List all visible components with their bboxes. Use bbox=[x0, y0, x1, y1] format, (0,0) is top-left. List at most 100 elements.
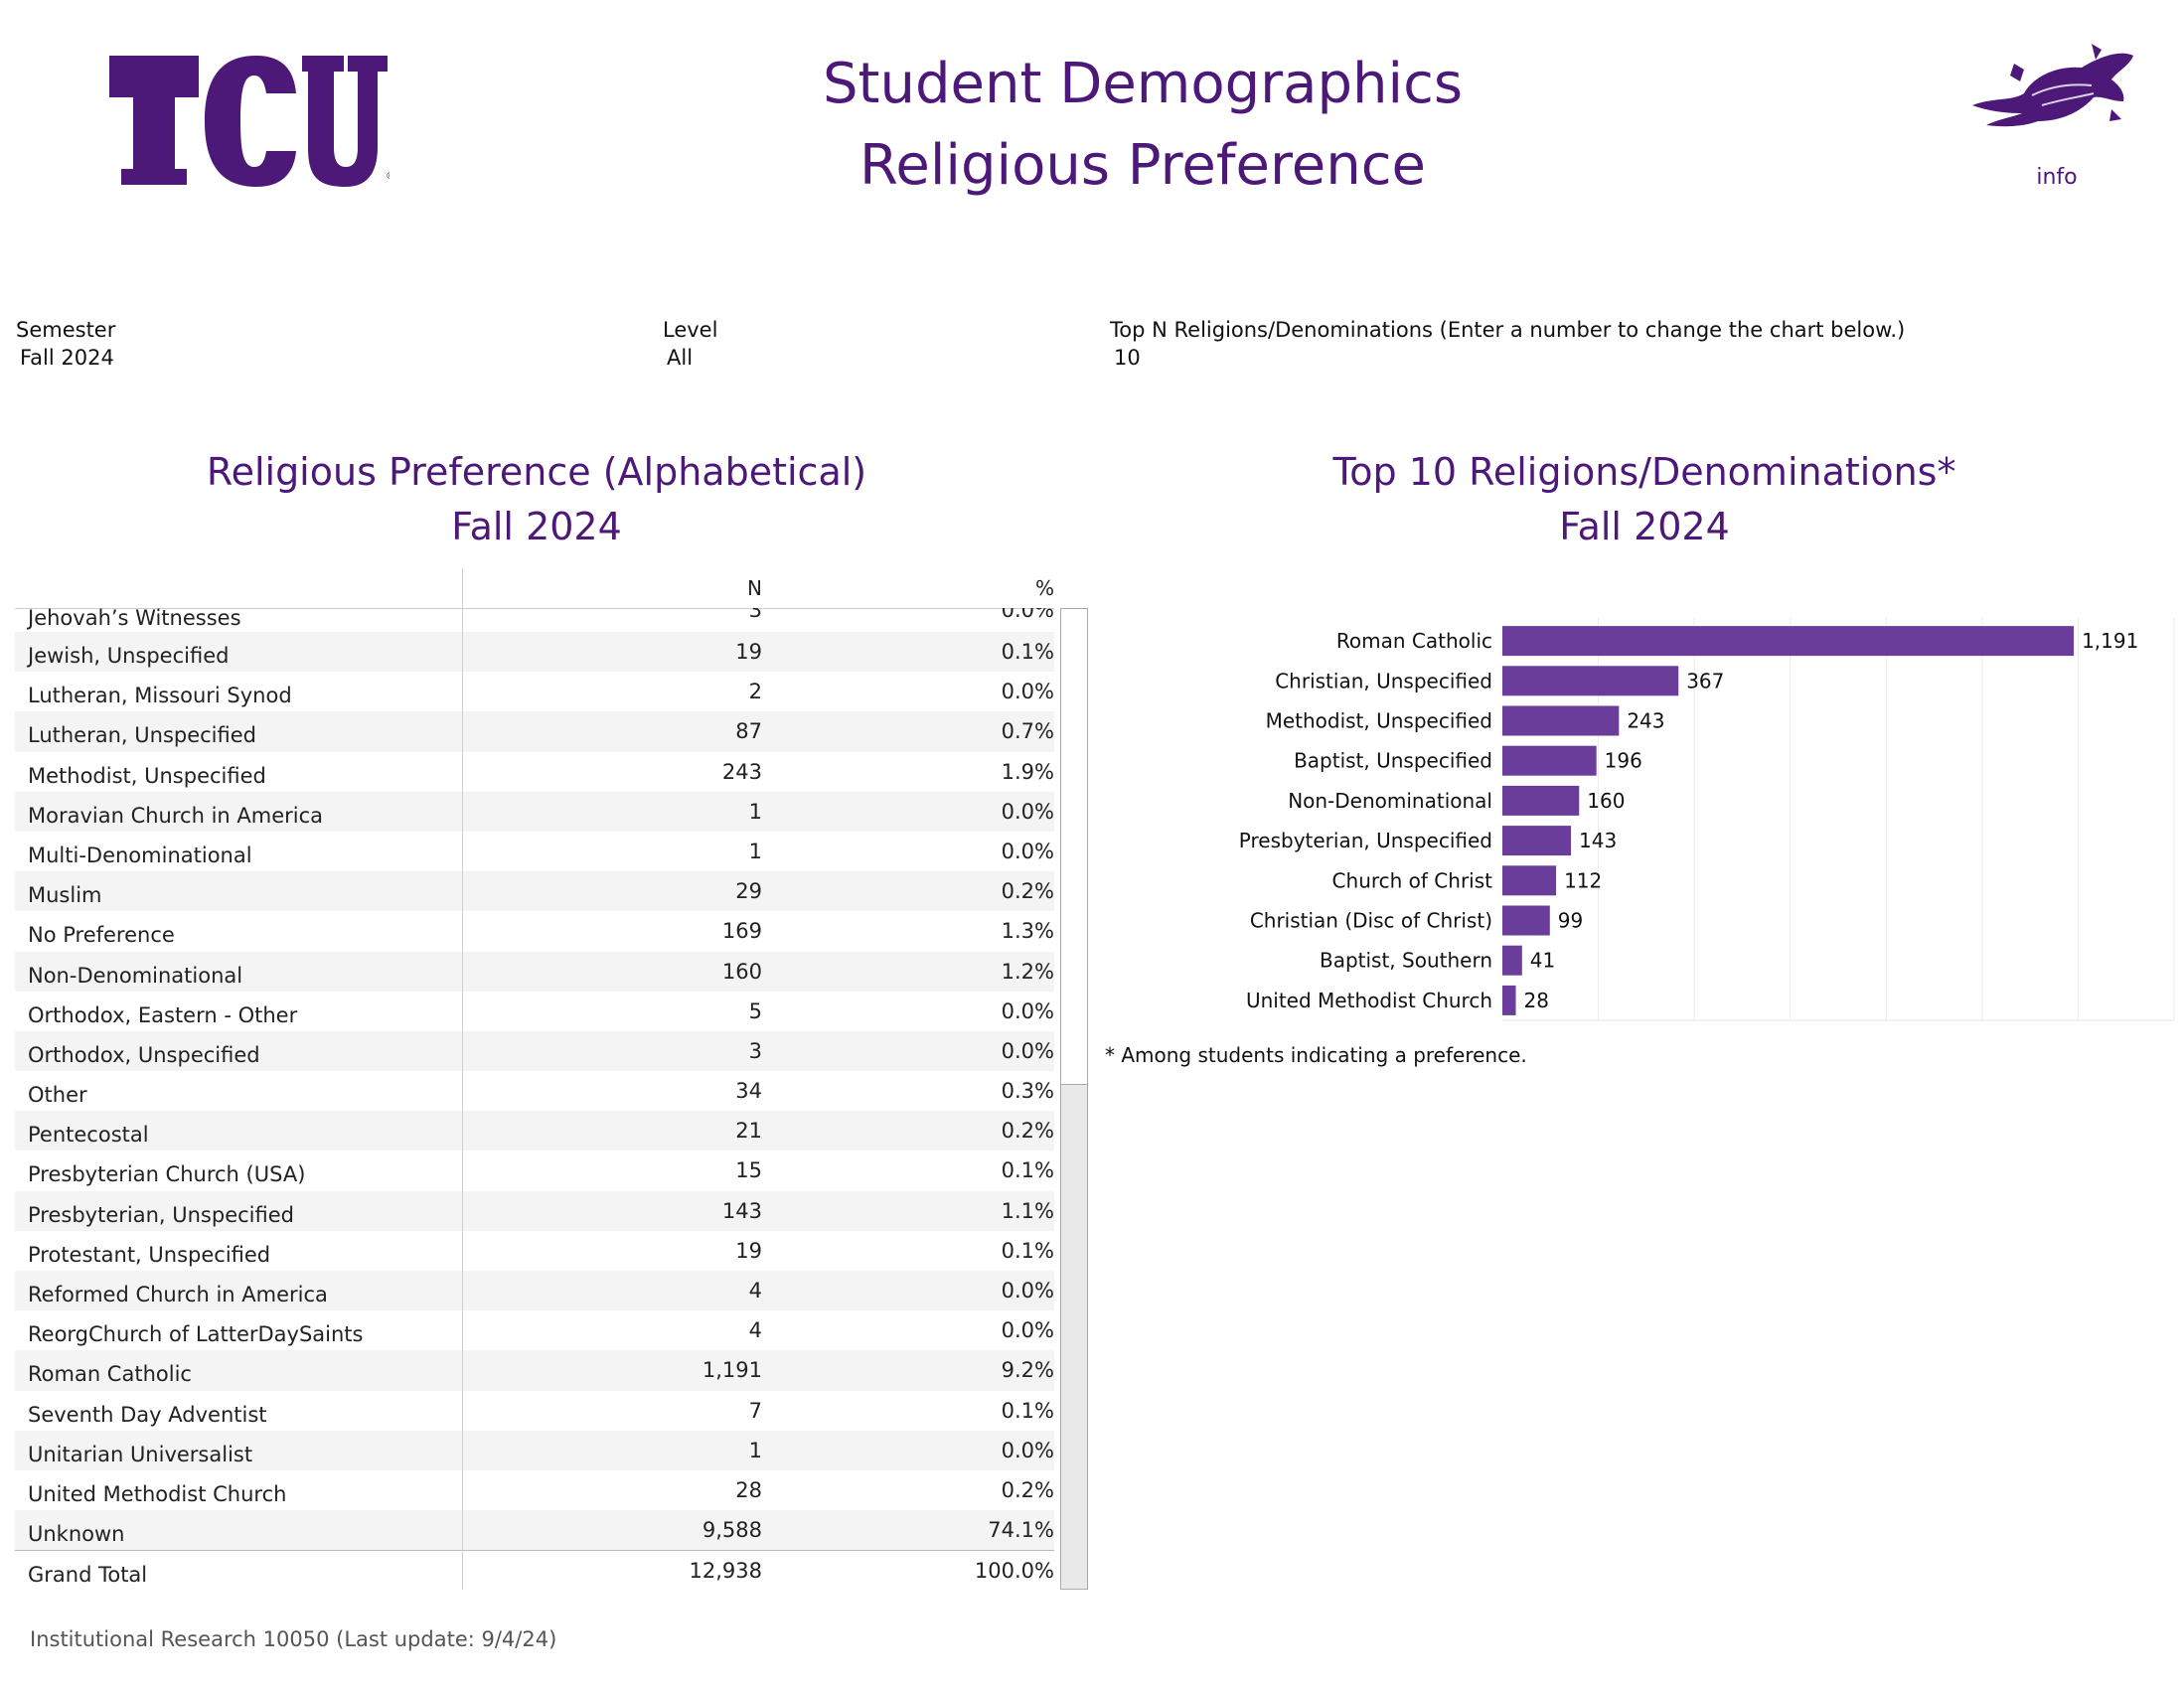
table-row[interactable]: Multi-Denominational 1 0.0% bbox=[15, 832, 1054, 871]
table-row[interactable]: Roman Catholic 1,191 9.2% bbox=[15, 1350, 1054, 1391]
footer-credit: Institutional Research 10050 (Last updat… bbox=[30, 1627, 557, 1651]
row-count: 21 bbox=[735, 1119, 762, 1144]
table-row[interactable]: Muslim 29 0.2% bbox=[15, 871, 1054, 912]
row-percent: 9.2% bbox=[1001, 1358, 1054, 1383]
grand-total-row[interactable]: Grand Total 12,938 100.0% bbox=[15, 1550, 1054, 1590]
table-row[interactable]: United Methodist Church 28 0.2% bbox=[15, 1470, 1054, 1510]
chart-value-label: 1,191 bbox=[2082, 629, 2138, 653]
semester-filter-value[interactable]: Fall 2024 bbox=[20, 346, 114, 370]
horned-frog-icon bbox=[1972, 44, 2133, 127]
table-scrollbar[interactable] bbox=[1060, 608, 1088, 1590]
chart-bar[interactable] bbox=[1502, 626, 2075, 657]
table-row[interactable]: Presbyterian, Unspecified 143 1.1% bbox=[15, 1190, 1054, 1231]
table-row[interactable]: Reformed Church in America 4 0.0% bbox=[15, 1271, 1054, 1311]
row-percent: 0.3% bbox=[1001, 1079, 1054, 1104]
scrollbar-thumb[interactable] bbox=[1061, 609, 1087, 1085]
row-count: 19 bbox=[735, 640, 762, 664]
row-percent: 74.1% bbox=[988, 1518, 1054, 1543]
row-count: 87 bbox=[735, 719, 762, 744]
table-row[interactable]: Jewish, Unspecified 19 0.1% bbox=[15, 632, 1054, 673]
row-percent: 0.0% bbox=[1001, 1318, 1054, 1343]
row-count: 34 bbox=[735, 1079, 762, 1104]
info-link[interactable]: info bbox=[2036, 165, 2078, 190]
row-religion-name: Jehovah’s Witnesses bbox=[28, 608, 241, 630]
table-row[interactable]: Orthodox, Unspecified 3 0.0% bbox=[15, 1030, 1054, 1072]
table-section-title: Religious Preference (Alphabetical) Fall… bbox=[15, 445, 1058, 554]
row-religion-name: Protestant, Unspecified bbox=[28, 1242, 271, 1267]
table-row[interactable]: Orthodox, Eastern - Other 5 0.0% bbox=[15, 992, 1054, 1031]
row-percent: 1.3% bbox=[1001, 919, 1054, 944]
row-religion-name: United Methodist Church bbox=[28, 1481, 287, 1506]
row-percent: 0.1% bbox=[1001, 640, 1054, 664]
column-header-n[interactable]: N bbox=[747, 576, 762, 600]
chart-bar[interactable] bbox=[1502, 865, 1557, 896]
chart-bar[interactable] bbox=[1502, 826, 1572, 856]
chart-value-label: 243 bbox=[1627, 709, 1664, 733]
row-percent: 0.0% bbox=[1001, 608, 1054, 622]
table-row[interactable]: Non-Denominational 160 1.2% bbox=[15, 951, 1054, 992]
row-religion-name: Methodist, Unspecified bbox=[28, 763, 266, 788]
table-row[interactable]: Lutheran, Missouri Synod 2 0.0% bbox=[15, 672, 1054, 711]
table-title-line1: Religious Preference (Alphabetical) bbox=[206, 450, 867, 494]
table-row[interactable]: Jehovah’s Witnesses 3 0.0% bbox=[15, 608, 1054, 632]
chart-bar[interactable] bbox=[1502, 985, 1516, 1015]
row-religion-name: Orthodox, Eastern - Other bbox=[28, 1002, 298, 1027]
row-religion-name: Lutheran, Unspecified bbox=[28, 723, 256, 748]
row-religion-name: Pentecostal bbox=[28, 1123, 149, 1148]
row-percent: 0.2% bbox=[1001, 1119, 1054, 1144]
top-n-parameter[interactable]: Top N Religions/Denominations (Enter a n… bbox=[1110, 318, 1905, 370]
row-percent: 100.0% bbox=[974, 1559, 1054, 1584]
chart-footnote: * Among students indicating a preference… bbox=[1105, 1043, 1527, 1067]
row-count: 2 bbox=[748, 680, 762, 704]
top-n-input[interactable]: 10 bbox=[1114, 346, 1141, 370]
semester-filter-label: Semester bbox=[16, 318, 116, 342]
row-religion-name: Moravian Church in America bbox=[28, 803, 324, 828]
table-row[interactable]: Unknown 9,588 74.1% bbox=[15, 1510, 1054, 1551]
row-percent: 0.0% bbox=[1001, 1438, 1054, 1462]
table-row[interactable]: Other 34 0.3% bbox=[15, 1071, 1054, 1111]
table-row[interactable]: No Preference 169 1.3% bbox=[15, 911, 1054, 951]
row-count: 28 bbox=[735, 1477, 762, 1502]
row-count: 243 bbox=[721, 759, 762, 784]
table-row[interactable]: Unitarian Universalist 1 0.0% bbox=[15, 1430, 1054, 1470]
row-religion-name: Non-Denominational bbox=[28, 963, 243, 988]
chart-value-label: 160 bbox=[1587, 789, 1625, 813]
table-row[interactable]: Pentecostal 21 0.2% bbox=[15, 1111, 1054, 1151]
row-religion-name: Seventh Day Adventist bbox=[28, 1402, 267, 1427]
chart-bar[interactable] bbox=[1502, 785, 1580, 816]
level-filter-value[interactable]: All bbox=[667, 346, 694, 370]
row-religion-name: No Preference bbox=[28, 923, 175, 948]
chart-category-label: Roman Catholic bbox=[1336, 629, 1492, 653]
row-religion-name: Presbyterian Church (USA) bbox=[28, 1162, 306, 1187]
table-body[interactable]: Jehovah’s Witnesses 3 0.0% Jewish, Unspecif… bbox=[15, 608, 1054, 1590]
table-row[interactable]: Seventh Day Adventist 7 0.1% bbox=[15, 1391, 1054, 1431]
row-count: 3 bbox=[748, 608, 762, 622]
semester-filter[interactable]: Semester Fall 2024 bbox=[16, 318, 115, 370]
table-row[interactable]: ReorgChurch of LatterDaySaints 4 0.0% bbox=[15, 1310, 1054, 1350]
column-header-pct[interactable]: % bbox=[1034, 576, 1054, 600]
chart-bar[interactable] bbox=[1502, 905, 1550, 936]
table-row[interactable]: Moravian Church in America 1 0.0% bbox=[15, 791, 1054, 832]
row-count: 1,191 bbox=[702, 1358, 762, 1383]
table-row[interactable]: Protestant, Unspecified 19 0.1% bbox=[15, 1231, 1054, 1271]
chart-value-label: 112 bbox=[1564, 868, 1602, 892]
chart-value-label: 28 bbox=[1524, 989, 1549, 1012]
level-filter[interactable]: Level All bbox=[663, 318, 717, 370]
chart-bar[interactable] bbox=[1502, 745, 1597, 776]
top-religions-bar-chart[interactable]: Roman Catholic 1,191 Christian, Unspecifie… bbox=[1093, 611, 2176, 1028]
table-row[interactable]: Presbyterian Church (USA) 15 0.1% bbox=[15, 1150, 1054, 1190]
row-religion-name: Muslim bbox=[28, 883, 102, 908]
table-row[interactable]: Lutheran, Unspecified 87 0.7% bbox=[15, 711, 1054, 752]
chart-category-label: Methodist, Unspecified bbox=[1266, 709, 1492, 733]
table-row[interactable]: Methodist, Unspecified 243 1.9% bbox=[15, 752, 1054, 792]
row-count: 3 bbox=[748, 1038, 762, 1063]
chart-bar[interactable] bbox=[1502, 666, 1679, 696]
chart-bar[interactable] bbox=[1502, 945, 1522, 976]
chart-bar[interactable] bbox=[1502, 705, 1620, 736]
chart-title-line2: Fall 2024 bbox=[1559, 505, 1730, 548]
chart-value-label: 143 bbox=[1579, 829, 1617, 852]
religion-table[interactable]: N % Jehovah’s Witnesses 3 0.0% Jewish, Unsp… bbox=[15, 568, 1054, 1590]
row-percent: 0.0% bbox=[1001, 839, 1054, 863]
top-n-parameter-label: Top N Religions/Denominations (Enter a n… bbox=[1110, 318, 1906, 342]
row-religion-name: Orthodox, Unspecified bbox=[28, 1042, 260, 1067]
